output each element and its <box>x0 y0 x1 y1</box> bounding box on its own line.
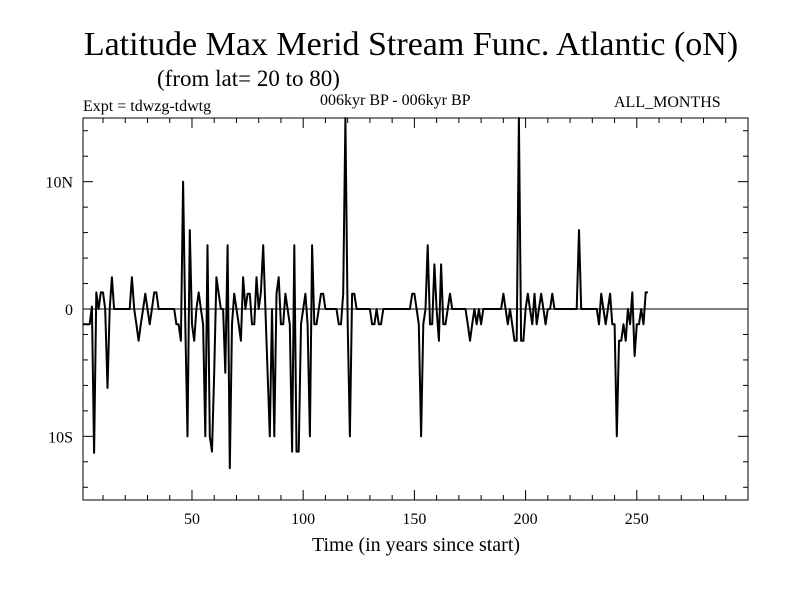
x-tick-label: 250 <box>625 511 649 528</box>
period-label: 006kyr BP - 006kyr BP <box>320 92 471 109</box>
x-tick-label: 100 <box>291 511 315 528</box>
chart-subtitle: (from lat= 20 to 80) <box>157 66 340 91</box>
y-tick-label: 0 <box>65 302 73 319</box>
x-tick-label: 50 <box>184 511 200 528</box>
x-axis-label: Time (in years since start) <box>311 534 521 556</box>
months-label: ALL_MONTHS <box>614 94 721 111</box>
y-tick-label: 10N <box>45 175 73 192</box>
x-tick-label: 150 <box>402 511 426 528</box>
experiment-label: Expt = tdwzg-tdwtg <box>83 98 212 115</box>
plot-frame <box>82 117 749 501</box>
y-tick-label: 10S <box>48 429 73 446</box>
series-line <box>83 117 648 470</box>
axis-tick-labels: 50 100 150 200 250 10N 0 10S <box>45 175 648 528</box>
chart-title: Latitude Max Merid Stream Func. Atlantic… <box>83 26 739 63</box>
x-tick-label: 200 <box>514 511 538 528</box>
